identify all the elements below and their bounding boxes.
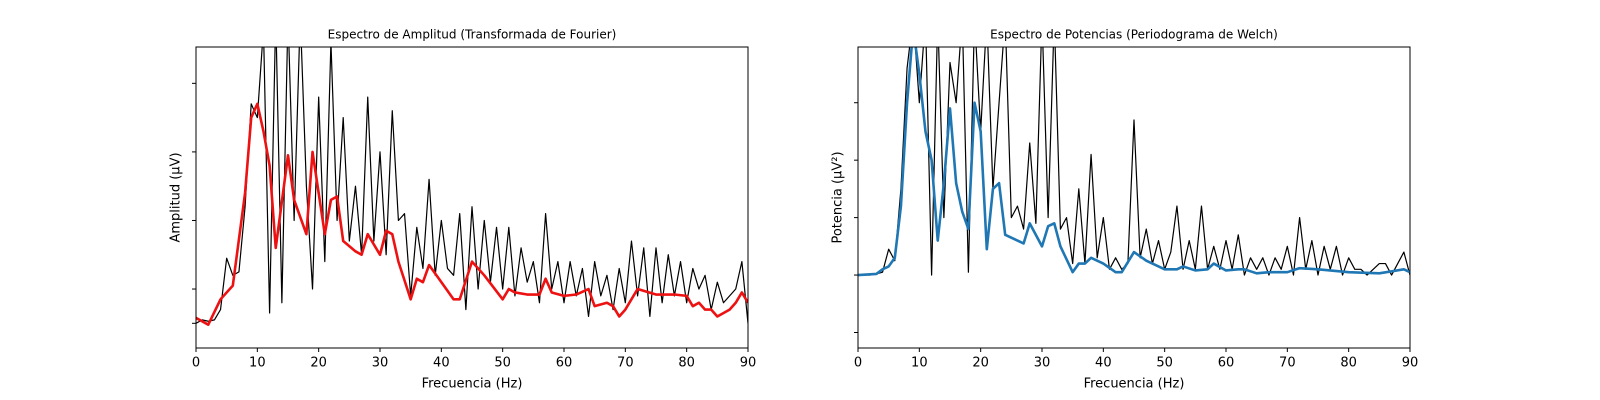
plot-area: [858, 47, 1410, 277]
x-tick-label: 40: [433, 356, 450, 371]
chart-title: Espectro de Amplitud (Transformada de Fo…: [328, 28, 617, 42]
axes-frame: [195, 46, 749, 349]
x-tick-label: 70: [617, 356, 634, 371]
x-tick-label: 60: [556, 356, 573, 371]
x-tick-label: 90: [1402, 356, 1419, 371]
x-tick-label: 0: [192, 356, 200, 371]
x-tick-label: 70: [1279, 356, 1296, 371]
x-axis-label: Frecuencia (Hz): [422, 377, 523, 392]
axes-frame: [857, 46, 1411, 349]
x-tick-label: 80: [1340, 356, 1357, 371]
x-tick-label: 50: [1156, 356, 1173, 371]
x-tick-label: 80: [678, 356, 695, 371]
x-tick-label: 20: [972, 356, 989, 371]
plot-area: [196, 47, 748, 326]
x-tick-label: 20: [310, 356, 327, 371]
y-axis-label: Amplitud (μV): [169, 152, 184, 242]
x-tick-label: 40: [1095, 356, 1112, 371]
spectrum-line: [858, 47, 1410, 276]
x-tick-label: 90: [740, 356, 757, 371]
x-tick-label: 50: [494, 356, 511, 371]
spectrum-line: [196, 102, 748, 326]
x-tick-label: 30: [1034, 356, 1051, 371]
y-axis-label: Potencia (μV²): [831, 151, 846, 243]
x-tick-label: 0: [854, 356, 862, 371]
x-tick-label: 10: [911, 356, 928, 371]
x-tick-label: 60: [1218, 356, 1235, 371]
x-axis-label: Frecuencia (Hz): [1084, 377, 1185, 392]
chart-title: Espectro de Potencias (Periodograma de W…: [990, 28, 1278, 42]
x-tick-label: 10: [249, 356, 266, 371]
x-tick-label: 30: [372, 356, 389, 371]
spectrum-line: [858, 47, 1410, 277]
spectrum-line: [196, 47, 748, 324]
